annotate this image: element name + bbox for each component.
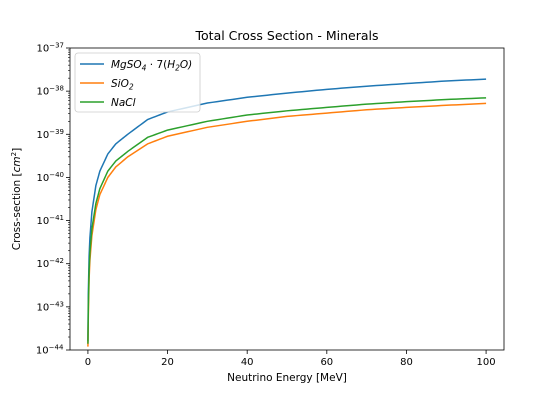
x-tick-label: 0 xyxy=(85,357,91,368)
x-axis: 0 20 40 60 80 100 xyxy=(85,350,496,368)
y-tick-label: 10−43 xyxy=(37,300,65,313)
y-axis-label-unit-exp: 2 xyxy=(10,152,18,156)
x-tick-label: 60 xyxy=(320,357,333,368)
x-axis-label: Neutrino Energy [MeV] xyxy=(227,372,347,384)
y-tick-label: 10−39 xyxy=(37,128,65,141)
legend-mgso4-part-a: MgSO xyxy=(111,59,142,71)
axes-frame xyxy=(69,47,505,351)
y-tick-label: 10−41 xyxy=(37,214,65,227)
x-tick-label: 40 xyxy=(241,357,254,368)
legend-box xyxy=(74,52,201,113)
y-axis-label-close: ] xyxy=(11,148,23,152)
y-tick-label: 10−37 xyxy=(37,42,65,55)
y-tick-label: 10−42 xyxy=(37,257,65,270)
x-tick-label: 20 xyxy=(161,357,174,368)
legend-mgso4-part-c: H xyxy=(167,59,175,71)
legend: MgSO4 · 7(H2O) SiO2 NaCl xyxy=(74,52,201,113)
x-tick-label: 100 xyxy=(477,357,496,368)
legend-label-nacl: NaCl xyxy=(111,97,136,109)
series-line-0 xyxy=(87,78,487,342)
series-layer xyxy=(87,78,487,347)
y-axis: 10−44 10−43 10−42 10−41 10−40 10−39 10−38 10−37 xyxy=(36,42,70,357)
y-tick-label: 10−40 xyxy=(37,171,65,184)
legend-sio2-part-a: SiO xyxy=(111,78,129,90)
chart-title: Total Cross Section - Minerals xyxy=(195,28,379,43)
x-tick-label: 80 xyxy=(400,357,413,368)
legend-mgso4-part-b: · 7( xyxy=(146,59,167,71)
y-tick-label: 10−44 xyxy=(36,344,64,357)
y-tick-label: 10−38 xyxy=(37,85,65,98)
series-line-2 xyxy=(87,97,487,344)
legend-mgso4-sub-a: 4 xyxy=(142,64,147,73)
legend-sio2-sub-a: 2 xyxy=(129,83,134,92)
legend-label-mgso4: MgSO4 · 7(H2O) xyxy=(111,59,192,73)
y-axis-label: Cross-section [cm2] xyxy=(10,148,23,250)
y-axis-label-text: Cross-section [ xyxy=(11,172,23,250)
legend-mgso4-part-d: O) xyxy=(180,59,192,71)
y-axis-label-unit: cm xyxy=(11,156,23,172)
legend-mgso4-sub-c: 2 xyxy=(175,64,180,73)
legend-label-sio2: SiO2 xyxy=(111,78,134,92)
